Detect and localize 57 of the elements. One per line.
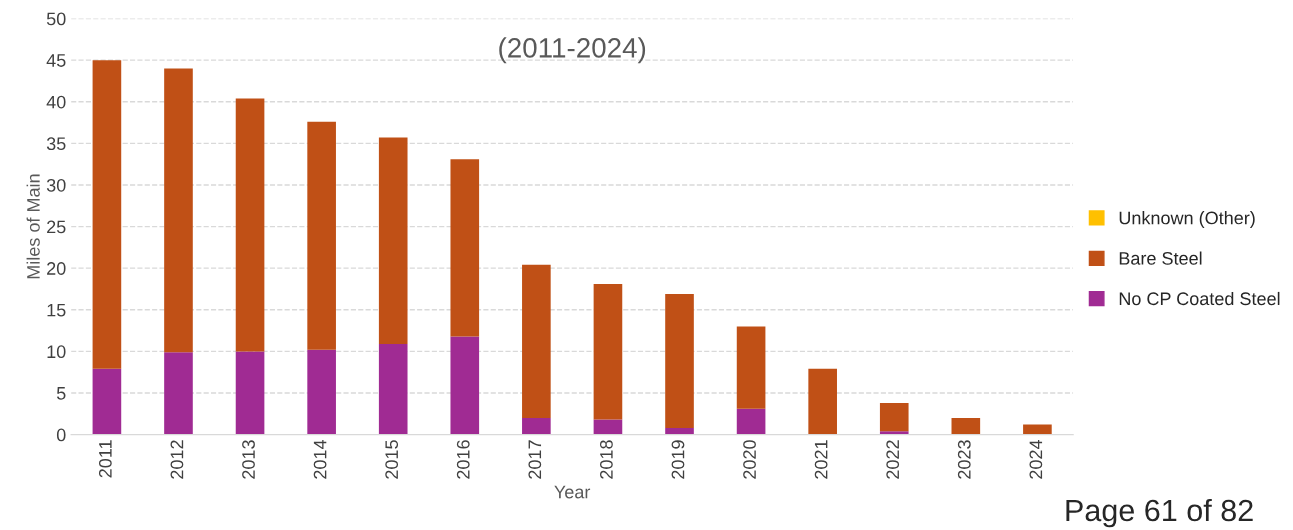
bar	[235, 98, 265, 352]
bar	[736, 326, 766, 409]
x-tick-label: 2012	[170, 440, 184, 479]
x-tick-label: 2013	[242, 440, 255, 479]
y-tick-label: 30	[46, 178, 66, 192]
bar	[665, 293, 694, 428]
bar	[378, 343, 408, 435]
legend-label: Bare Steel	[1119, 251, 1202, 265]
bar	[665, 427, 694, 435]
x-tick-label: 2015	[385, 440, 399, 479]
y-tick-label: 0	[56, 428, 66, 442]
text: (2011-2024)	[499, 37, 646, 64]
bar	[235, 351, 265, 435]
bar	[879, 431, 909, 435]
y-tick-label: 25	[47, 220, 66, 234]
bar	[307, 349, 336, 435]
bar	[378, 137, 408, 344]
legend-label: Unknown (Other)	[1119, 211, 1255, 228]
bar	[92, 60, 122, 369]
y-tick-label: 35	[46, 137, 66, 151]
y-tick-label: 50	[46, 12, 66, 26]
x-tick-label: 2022	[886, 440, 900, 479]
bar	[522, 264, 551, 418]
bar	[450, 159, 480, 337]
bar	[164, 352, 193, 435]
y-tick-label: 20	[47, 262, 66, 275]
x-tick-label: 2017	[528, 440, 542, 479]
bar	[736, 408, 766, 435]
bar	[808, 368, 837, 435]
x-tick-label: 2016	[456, 440, 470, 479]
bar	[951, 417, 981, 435]
bar	[307, 121, 336, 350]
x-tick-label: 2023	[957, 440, 971, 479]
bar	[450, 336, 480, 435]
y-tick-label: 5	[56, 387, 66, 400]
x-tick-label: 2011	[98, 440, 112, 478]
y-tick-label: 45	[46, 54, 66, 67]
x-tick-label: 2021	[814, 440, 828, 479]
bar	[593, 283, 623, 420]
x-tick-label: 2020	[743, 440, 756, 479]
text: Page 61 of 82	[1066, 498, 1253, 528]
x-tick-label: 2024	[1029, 439, 1043, 479]
x-axis-title: Year	[554, 485, 591, 499]
bar	[1023, 424, 1052, 435]
x-tick-label: 2018	[600, 440, 613, 479]
y-tick-label: 40	[46, 95, 66, 109]
legend-label: No CP Coated Steel	[1119, 291, 1280, 306]
bar	[164, 68, 193, 353]
bar	[92, 368, 122, 435]
y-axis-title: Miles of Main	[26, 174, 40, 279]
bar	[879, 402, 909, 432]
y-tick-label: 15	[47, 303, 66, 317]
y-tick-label: 10	[47, 345, 66, 359]
x-tick-label: 2019	[671, 440, 685, 479]
bar	[593, 419, 623, 435]
bar	[522, 417, 551, 435]
x-tick-label: 2014	[313, 439, 327, 479]
